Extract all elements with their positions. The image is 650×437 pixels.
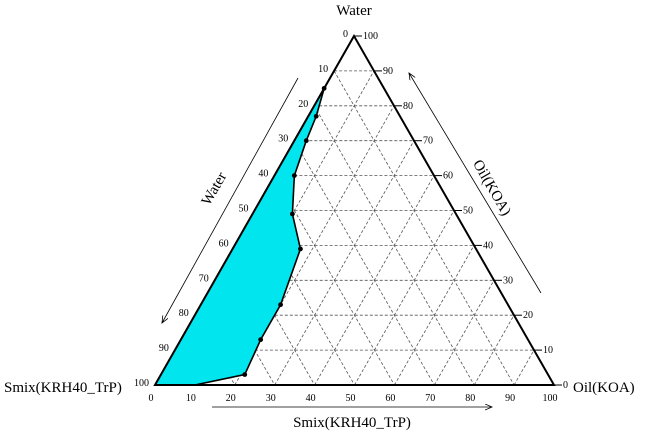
- right-tick-label-60: 60: [443, 171, 453, 182]
- right-edge-arrow: [409, 73, 542, 294]
- grid-line-oil-80: [473, 315, 515, 386]
- right-tick-label-80: 80: [403, 101, 413, 112]
- bottom-tick-label-20: 20: [226, 393, 236, 404]
- grid-line-oil-60: [394, 245, 475, 386]
- boundary-point-3: [303, 138, 309, 144]
- boundary-point-8: [258, 337, 264, 343]
- bottom-tick-label-100: 100: [543, 393, 558, 404]
- bottom-tick-label-0: 0: [149, 393, 154, 404]
- bottom-tick-label-70: 70: [425, 393, 435, 404]
- bottom-tick-label-10: 10: [186, 393, 196, 404]
- right-tick-label-100: 100: [363, 31, 378, 42]
- bottom-tick-label-40: 40: [306, 393, 316, 404]
- right-tick-label-20: 20: [523, 310, 533, 321]
- bottom-tick-label-60: 60: [385, 393, 395, 404]
- left-tick-label-80: 80: [179, 308, 189, 319]
- left-tick-label-100: 100: [134, 378, 149, 389]
- grid-line-oil-90: [513, 349, 535, 386]
- bottom-tick-label-90: 90: [505, 393, 515, 404]
- left-tick-label-60: 60: [219, 238, 229, 249]
- boundary-point-7: [278, 302, 283, 308]
- right-tick-label-70: 70: [423, 136, 433, 147]
- grid-line-oil-70: [433, 280, 495, 386]
- grid-line-smix-10: [333, 70, 515, 386]
- left-tick-label-30: 30: [278, 134, 288, 145]
- boundary-point-5: [290, 211, 295, 217]
- boundary-point-6: [298, 246, 303, 252]
- boundary-point-4: [291, 173, 297, 179]
- vertex-label-left: Smix(KRH40_TrP): [4, 380, 122, 396]
- bottom-tick-label-50: 50: [346, 393, 356, 404]
- right-edge-title: Oil(KOA): [469, 157, 514, 218]
- right-tick-label-0: 0: [563, 380, 568, 391]
- grid-line-smix-50: [254, 210, 355, 386]
- grid-line-oil-30: [274, 140, 415, 386]
- left-tick-label-10: 10: [318, 64, 328, 75]
- left-tick-label-40: 40: [258, 169, 268, 180]
- left-edge-title: Water: [199, 170, 231, 209]
- bottom-tick-label-80: 80: [465, 393, 475, 404]
- left-tick-label-90: 90: [159, 343, 169, 354]
- boundary-point-2: [313, 113, 319, 119]
- bottom-tick-label-30: 30: [266, 393, 276, 404]
- right-tick-label-10: 10: [543, 345, 553, 356]
- vertex-label-top: Water: [336, 3, 371, 19]
- tick-layer: 0102030405060708090100100908070605040302…: [134, 29, 568, 404]
- boundary-point-9: [242, 372, 248, 377]
- left-tick-label-0: 0: [343, 29, 348, 40]
- left-tick-label-20: 20: [298, 99, 308, 110]
- grid-line-smix-30: [293, 140, 435, 386]
- left-tick-label-50: 50: [239, 204, 249, 215]
- left-edge-arrow: [162, 77, 299, 323]
- right-tick-label-30: 30: [503, 275, 513, 286]
- vertex-label-right: Oil(KOA): [573, 380, 635, 396]
- right-tick-label-50: 50: [463, 206, 473, 217]
- grid-line-oil-50: [354, 210, 455, 386]
- right-tick-label-90: 90: [383, 66, 393, 77]
- left-tick-label-70: 70: [199, 273, 209, 284]
- arrow-layer: [162, 73, 542, 407]
- bottom-edge-title: Smix(KRH40_TrP): [293, 415, 411, 431]
- right-tick-label-40: 40: [483, 240, 493, 251]
